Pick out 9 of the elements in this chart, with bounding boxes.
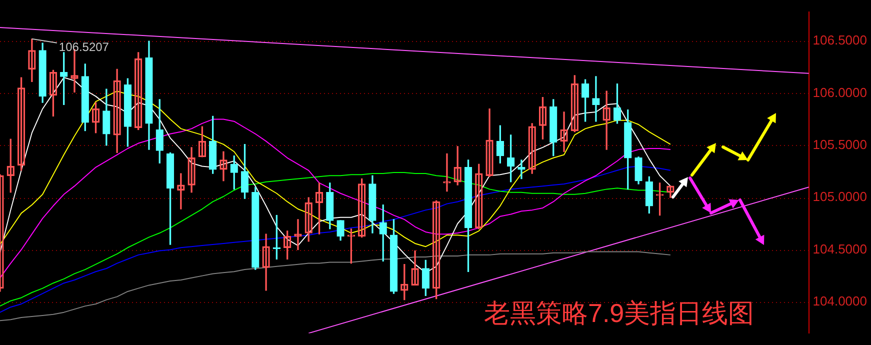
y-tick-label: 105.5000 [812,136,868,152]
y-tick-label: 106.5000 [812,32,868,48]
annotation: 106.5207 [58,40,110,54]
y-tick-label: 105.0000 [812,189,868,204]
y-tick-label: 104.5000 [812,241,868,256]
y-tick-label: 104.0000 [812,293,868,308]
text: 老黑策略7.9美指日线图 [484,297,754,330]
y-tick-label: 106.0000 [812,84,868,100]
candlestick [592,76,600,122]
